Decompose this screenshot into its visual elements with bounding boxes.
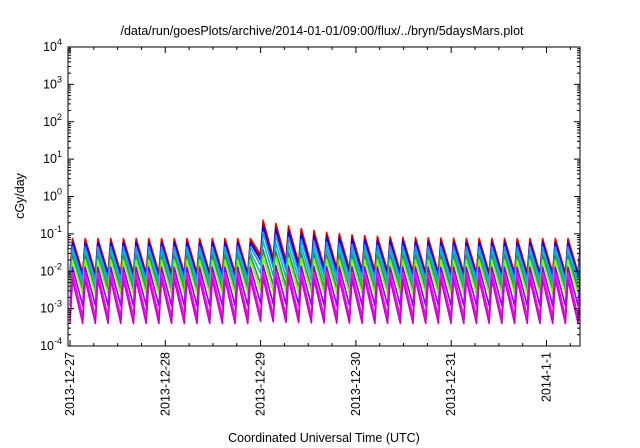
chart-title: /data/run/goesPlots/archive/2014-01-01/0… <box>120 24 524 38</box>
x-axis: 2013-12-27 2013-12-28 2013-12-29 2013-12-30… <box>63 47 571 416</box>
y-tick-label: 104 <box>43 37 62 54</box>
x-axis-label: Coordinated Universal Time (UTC) <box>228 431 420 445</box>
series-line <box>69 248 580 291</box>
series-line <box>69 270 580 318</box>
y-tick-exponent: -1 <box>54 224 62 234</box>
y-tick-label: 10-1 <box>40 224 62 241</box>
x-tick-label: 2013-12-27 <box>63 352 77 416</box>
y-tick-exponent: -3 <box>54 299 62 309</box>
x-tick-label: 2013-12-29 <box>254 352 268 416</box>
y-tick-exponent: 0 <box>57 187 62 197</box>
series-line <box>69 276 580 325</box>
series-line <box>69 225 580 278</box>
x-tick-label: 2013-12-31 <box>444 352 458 416</box>
y-tick-exponent: 1 <box>57 149 62 159</box>
y-tick-label: 10-2 <box>40 261 62 278</box>
y-tick-exponent: -4 <box>54 336 62 346</box>
x-tick-label: 2014-1-1 <box>540 352 554 402</box>
y-tick-exponent: -2 <box>54 261 62 271</box>
y-tick-label: 102 <box>43 112 62 129</box>
y-axis-label: cGy/day <box>13 172 27 219</box>
y-tick-label: 103 <box>43 74 62 91</box>
x-tick-label: 2013-12-30 <box>349 352 363 416</box>
series-line <box>69 231 580 281</box>
x-tick-label: 2013-12-28 <box>158 352 172 416</box>
y-tick-label: 100 <box>43 187 62 204</box>
series-layer <box>69 219 580 325</box>
series-line <box>69 256 580 295</box>
y-tick-exponent: 3 <box>57 74 62 84</box>
y-tick-exponent: 2 <box>57 112 62 122</box>
y-tick-label: 10-4 <box>40 336 62 353</box>
series-line <box>69 240 580 286</box>
series-line <box>69 264 580 307</box>
y-tick-label: 101 <box>43 149 62 166</box>
y-tick-exponent: 4 <box>57 37 62 47</box>
y-tick-label: 10-3 <box>40 299 62 316</box>
